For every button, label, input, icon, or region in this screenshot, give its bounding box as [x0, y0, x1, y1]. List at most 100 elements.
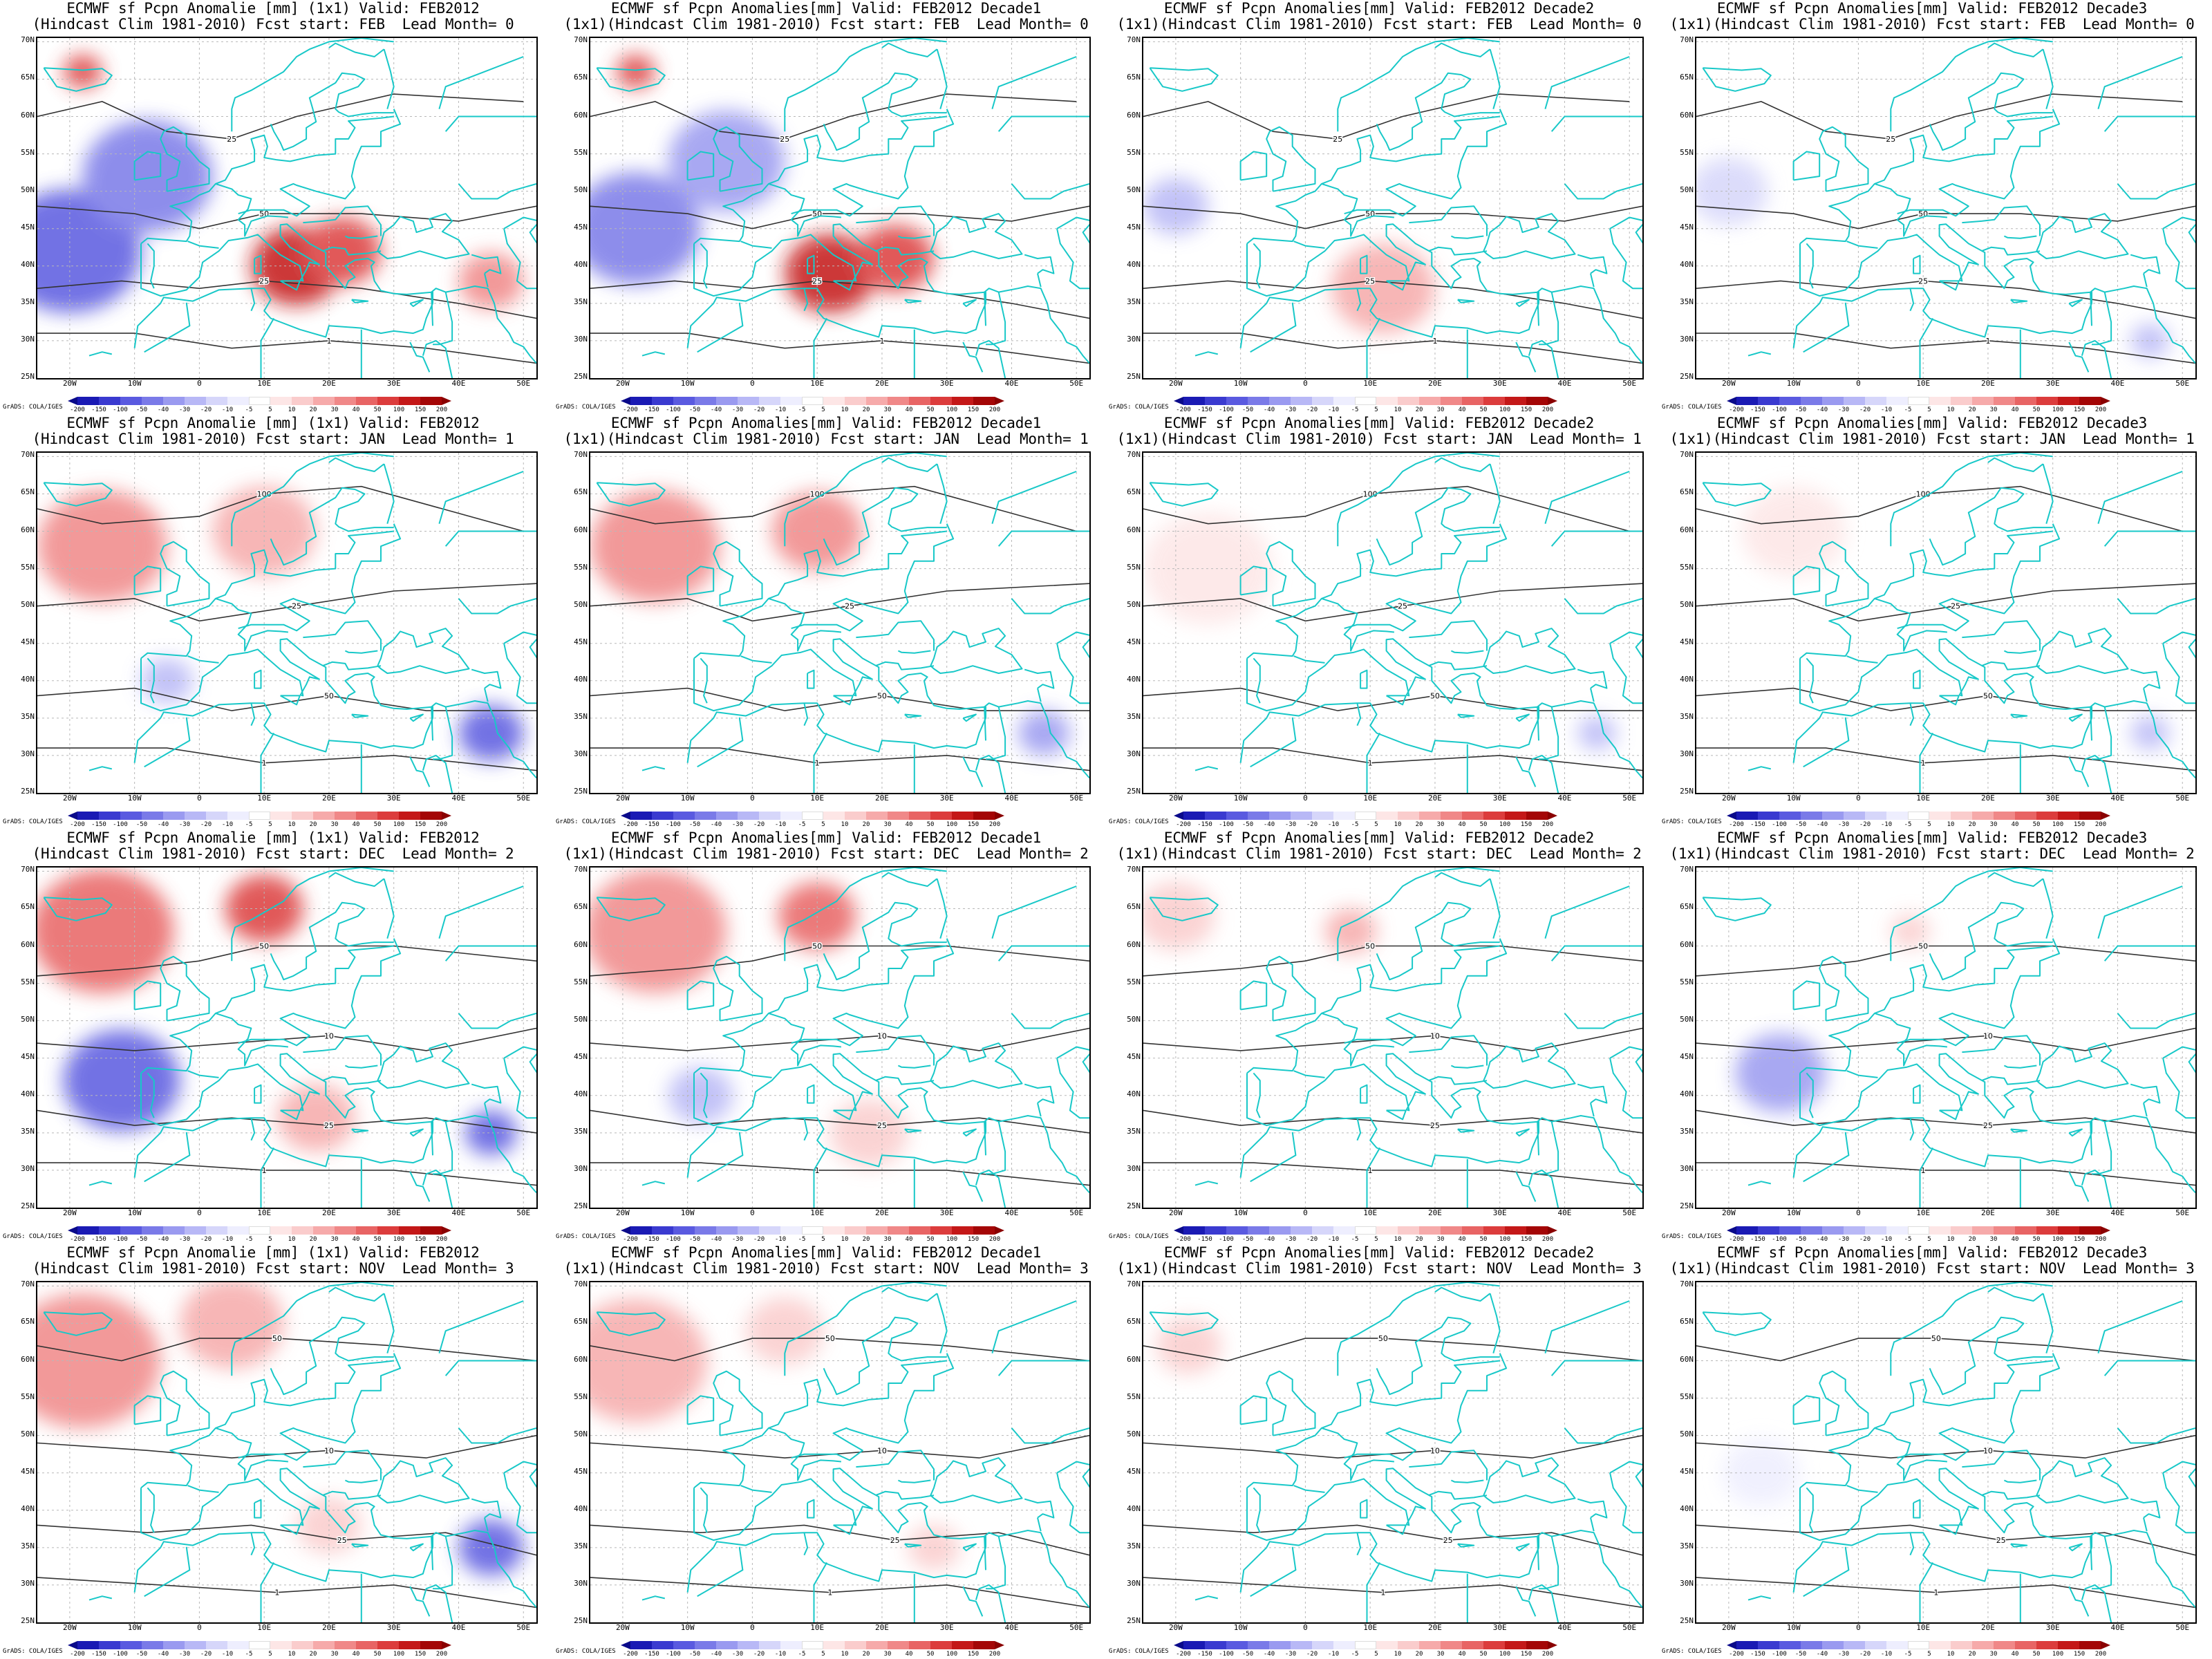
colorbar-swatch	[185, 1226, 206, 1235]
coastline	[1939, 1524, 1960, 1535]
coastline	[1376, 72, 1500, 151]
colorbar-tick-label: -20	[753, 406, 765, 413]
coastline	[975, 1584, 1006, 1622]
colorbar-swatch	[292, 397, 313, 405]
longitude-label: 20W	[1168, 794, 1183, 803]
colorbar-swatch	[2036, 1226, 2058, 1235]
colorbar-tick-label: -200	[1176, 1651, 1191, 1658]
colorbar-tick-label: -20	[1859, 406, 1871, 413]
longitude-label: 0	[750, 379, 755, 388]
longitude-label: 10W	[1233, 1623, 1248, 1632]
colorbar-tick-label: -10	[1880, 1651, 1893, 1658]
colorbar-swatch	[1269, 812, 1291, 820]
colorbar-arrow-left	[1727, 1226, 1736, 1235]
coastline	[43, 67, 113, 92]
colorbar-tick-label: -20	[1859, 1651, 1871, 1658]
coastline	[444, 530, 536, 547]
latitude-label: 40N	[574, 1503, 588, 1513]
coastline	[686, 565, 715, 596]
coastline	[1321, 182, 1394, 237]
colorbar-swatch	[2015, 812, 2036, 820]
colorbar-swatch	[2079, 1641, 2101, 1649]
longitude-label: 10E	[1363, 1208, 1378, 1217]
coastline	[409, 756, 431, 787]
colorbar-swatch	[206, 1226, 227, 1235]
colorbar-tick-label: -150	[644, 1236, 659, 1243]
colorbar-tick-label: 150	[967, 1651, 980, 1658]
latitude-label: 45N	[574, 1466, 588, 1476]
colorbar-swatch	[2058, 1226, 2079, 1235]
colorbar-swatch	[1736, 1226, 1758, 1235]
contour-label: 25	[227, 135, 236, 144]
coastline	[88, 766, 113, 771]
colorbar-tick-label: -50	[135, 1236, 148, 1243]
colorbar-swatch	[1441, 397, 1462, 405]
colorbar-swatch	[673, 1226, 695, 1235]
contour-line	[1143, 1162, 1642, 1186]
colorbar-tick-label: -200	[70, 1236, 85, 1243]
coastline	[1799, 1360, 2053, 1489]
coastline	[433, 1536, 453, 1590]
colorbar-swatch	[1865, 397, 1886, 405]
coastline	[1239, 151, 1268, 181]
colorbar-swatch	[1248, 812, 1269, 820]
coastline	[1747, 1181, 1772, 1186]
anomaly-patch	[180, 1282, 284, 1369]
coastline	[1056, 216, 1089, 290]
coastline	[133, 980, 162, 1011]
colorbar-tick-label: 200	[2094, 1236, 2107, 1243]
coastline	[1981, 1490, 2041, 1500]
latitude-label: 65N	[574, 902, 588, 912]
longitude-label: 10E	[257, 1623, 272, 1632]
coastline	[1360, 669, 1368, 689]
coastline	[856, 620, 935, 651]
coastline	[471, 254, 502, 274]
coastline	[740, 655, 772, 664]
colorbar-swatch	[420, 397, 442, 405]
coastline	[431, 1530, 536, 1609]
coastline	[328, 1286, 385, 1302]
colorbar-tick-label: 100	[1499, 821, 1511, 828]
colorbar-swatch	[973, 812, 995, 820]
coastline	[856, 205, 935, 236]
coastline	[328, 42, 385, 57]
coastline	[1564, 1427, 1642, 1444]
contour-line	[37, 1577, 536, 1609]
colorbar-swatch	[1205, 812, 1226, 820]
colorbar-swatch	[377, 397, 399, 405]
colorbar-swatch	[1376, 1641, 1398, 1649]
contour-line	[1696, 1577, 2195, 1609]
longitude-label: 0	[1856, 794, 1861, 803]
colorbar-tick-label: 5	[268, 821, 272, 828]
latitude-label: 50N	[1680, 185, 1694, 194]
coastline	[144, 302, 191, 353]
colorbar-tick-label: 200	[988, 406, 1001, 413]
colorbar-swatch	[866, 1641, 888, 1649]
latitude-label: 45N	[1680, 222, 1694, 232]
colorbar-arrow-right	[2101, 1226, 2110, 1235]
colorbar-tick-label: 150	[967, 821, 980, 828]
colorbar-tick-label: -40	[710, 821, 722, 828]
colorbar-swatch	[1183, 812, 1205, 820]
coastline	[1483, 1042, 1576, 1089]
coastline	[1450, 1065, 1484, 1069]
latitude-label: 60N	[1127, 110, 1141, 120]
colorbar-tick-label: -30	[178, 406, 191, 413]
colorbar-swatch	[1483, 1226, 1505, 1235]
coastline	[596, 67, 666, 92]
colorbar-swatch	[249, 1226, 270, 1235]
longitude-label: 50E	[516, 379, 531, 388]
colorbar-swatch	[2079, 812, 2101, 820]
latitude-label: 50N	[1127, 1014, 1141, 1024]
coastline	[936, 48, 948, 109]
colorbar-swatch	[1312, 397, 1333, 405]
coastline	[1239, 1395, 1268, 1425]
coastline	[768, 182, 841, 237]
colorbar-swatch	[292, 1226, 313, 1235]
colorbar-swatch	[2058, 397, 2079, 405]
colorbar-tick-label: 50	[2032, 406, 2041, 413]
colorbar-tick-label: 100	[393, 1236, 405, 1243]
longitude-label: 20E	[875, 379, 889, 388]
coastline	[140, 115, 394, 245]
colorbar-swatch	[1886, 1226, 1908, 1235]
